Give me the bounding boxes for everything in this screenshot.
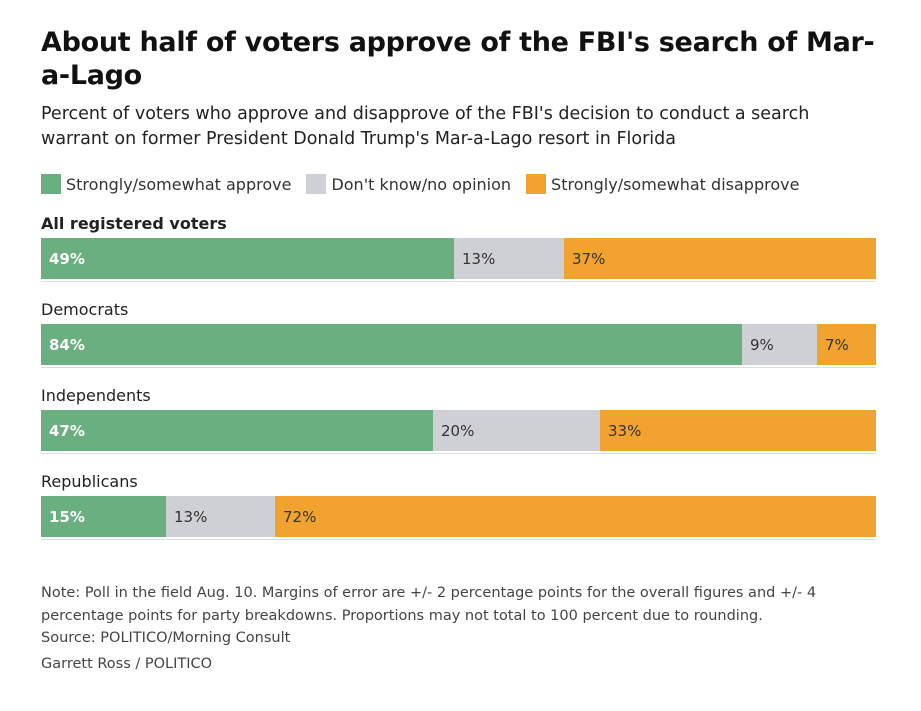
- data-label: 49%: [49, 249, 85, 268]
- bar-segment-approve: 49%: [41, 238, 454, 279]
- legend-item-neutral: Don't know/no opinion: [306, 174, 511, 194]
- bar-segment-neutral: 9%: [742, 324, 817, 365]
- legend-swatch-disapprove: [526, 174, 547, 194]
- bar-segment-neutral: 20%: [433, 410, 600, 451]
- data-label: 33%: [608, 421, 642, 440]
- bar-segment-disapprove: 37%: [564, 238, 876, 279]
- data-label: 37%: [572, 249, 606, 268]
- legend-swatch-approve: [41, 174, 61, 194]
- bar-segment-approve: 84%: [41, 324, 742, 365]
- data-label: 13%: [462, 249, 496, 268]
- legend-label-neutral: Don't know/no opinion: [331, 174, 512, 194]
- footer-source: Source: POLITICO/Morning Consult: [41, 630, 291, 646]
- bar-segment-approve: 15%: [41, 496, 166, 537]
- footer-credit: Garrett Ross / POLITICO: [41, 655, 213, 672]
- data-label: 20%: [441, 421, 475, 440]
- bar-segment-neutral: 13%: [454, 238, 564, 279]
- bar-group: Republicans 15% 13% 72%: [41, 468, 876, 554]
- legend-item-approve: Strongly/somewhat approve: [41, 174, 291, 194]
- chart-title: About half of voters approve of the FBI'…: [41, 27, 875, 91]
- bar-group: Independents 47% 20% 33%: [41, 382, 876, 468]
- data-label: 13%: [174, 507, 208, 526]
- bar-group: Democrats 84% 9% 7%: [41, 296, 876, 382]
- legend-label-disapprove: Strongly/somewhat disapprove: [551, 174, 800, 194]
- data-label: 72%: [283, 507, 317, 526]
- bar-segment-neutral: 13%: [166, 496, 275, 537]
- category-label: Independents: [41, 386, 151, 405]
- chart-container: About half of voters approve of the FBI'…: [41, 26, 876, 554]
- bar-segment-approve: 47%: [41, 410, 433, 451]
- footer: Note: Poll in the field Aug. 10. Margins…: [41, 582, 881, 675]
- chart-subtitle: Percent of voters who approve and disapp…: [41, 104, 810, 149]
- legend-label-approve: Strongly/somewhat approve: [66, 174, 292, 194]
- stacked-bar: 15% 13% 72%: [41, 496, 876, 537]
- bar-segment-disapprove: 7%: [817, 324, 876, 365]
- divider: [41, 281, 876, 282]
- category-label: All registered voters: [41, 214, 227, 233]
- divider: [41, 367, 876, 368]
- legend: Strongly/somewhat approve Don't know/no …: [41, 172, 876, 196]
- bar-segment-disapprove: 72%: [275, 496, 876, 537]
- category-label: Republicans: [41, 472, 138, 491]
- bar-group: All registered voters 49% 13% 37%: [41, 210, 876, 296]
- data-label: 15%: [49, 507, 85, 526]
- stacked-bar: 49% 13% 37%: [41, 238, 876, 279]
- bar-groups: All registered voters 49% 13% 37% Democrats 8…: [41, 210, 876, 554]
- category-label: Democrats: [41, 300, 129, 319]
- data-label: 47%: [49, 421, 85, 440]
- legend-swatch-neutral: [306, 174, 327, 194]
- data-label: 7%: [825, 335, 849, 354]
- data-label: 9%: [750, 335, 774, 354]
- footer-note: Note: Poll in the field Aug. 10. Margins…: [41, 585, 817, 624]
- stacked-bar: 84% 9% 7%: [41, 324, 876, 365]
- bar-segment-disapprove: 33%: [600, 410, 876, 451]
- legend-item-disapprove: Strongly/somewhat disapprove: [526, 174, 799, 194]
- stacked-bar: 47% 20% 33%: [41, 410, 876, 451]
- data-label: 84%: [49, 335, 85, 354]
- divider: [41, 539, 876, 540]
- divider: [41, 453, 876, 454]
